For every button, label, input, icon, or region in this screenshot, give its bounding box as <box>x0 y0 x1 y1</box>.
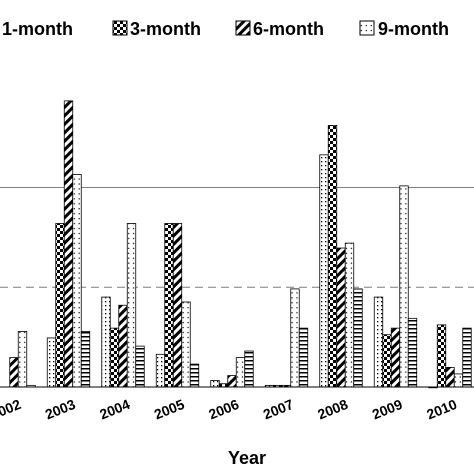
bar-2006-1-month <box>210 380 220 388</box>
bar-2008-3-month <box>327 125 338 388</box>
x-tick-label-2003: 2003 <box>43 396 78 423</box>
bar-2009-3-month <box>382 334 392 388</box>
bar-2002-9-month <box>17 331 28 388</box>
x-tick-label-2009: 2009 <box>370 396 405 423</box>
bar-2004-9-month <box>126 223 137 388</box>
bar-2005-extra <box>189 363 200 388</box>
legend-label-6-month: 6-month <box>253 19 324 39</box>
x-tick-label-2006: 2006 <box>206 396 241 423</box>
legend-item-9-month: 9-month <box>359 19 449 39</box>
x-tick-label-2007: 2007 <box>261 396 296 423</box>
x-tick-label-2002: 2002 <box>0 396 23 423</box>
bar-2005-3-month <box>164 223 174 388</box>
x-tick-label-2010: 2010 <box>424 396 459 423</box>
bar-2009-extra <box>407 317 418 388</box>
bar-2003-6-month <box>63 100 74 388</box>
x-tick-labels: 2002200320042005200620072008200920102011 <box>0 396 459 423</box>
x-axis-label: Year <box>228 448 266 468</box>
bar-2003-1-month <box>46 337 57 388</box>
bar-2004-6-month <box>118 304 128 388</box>
bar-2004-3-month <box>109 327 120 388</box>
legend-swatch-6-month <box>235 20 251 36</box>
bar-2005-1-month <box>155 353 166 388</box>
bar-2006-6-month <box>227 375 237 388</box>
bar-2009-6-month <box>390 327 401 388</box>
x-tick-label-2004: 2004 <box>97 396 132 423</box>
bar-2003-3-month <box>55 223 65 388</box>
bar-2005-9-month <box>181 301 191 388</box>
x-tick-label-2005: 2005 <box>152 396 187 423</box>
bar-2004-1-month <box>101 296 111 388</box>
bar-2005-6-month <box>172 223 183 388</box>
bar-2010-extra <box>462 327 472 388</box>
bar-2002-6-month <box>9 357 19 388</box>
x-tick-label-2008: 2008 <box>315 396 350 423</box>
bar-2008-6-month <box>336 247 346 388</box>
bar-2008-extra <box>353 288 363 388</box>
bar-2009-1-month <box>373 296 384 388</box>
legend-swatch-3-month <box>112 20 128 36</box>
legend-swatch-9-month <box>359 20 375 36</box>
bar-2010-9-month <box>453 373 464 388</box>
bar-2009-9-month <box>399 185 409 388</box>
legend-label-1-month: 1-month <box>2 19 73 39</box>
bar-2010-3-month <box>436 324 447 388</box>
legend-item-3-month: 3-month <box>112 19 201 39</box>
bar-2008-1-month <box>319 154 329 388</box>
legend-label-3-month: 3-month <box>130 19 201 39</box>
bar-2010-6-month <box>445 366 455 388</box>
bar-2008-9-month <box>344 242 355 388</box>
legend-label-9-month: 9-month <box>378 19 449 39</box>
bar-2004-extra <box>135 345 145 388</box>
bar-2007-9-month <box>290 288 300 388</box>
legend-item-1-month: 1-month <box>2 19 73 39</box>
bar-2006-extra <box>244 350 254 388</box>
bar-2006-9-month <box>235 357 246 388</box>
bar-2007-extra <box>298 327 309 388</box>
bars <box>9 100 472 389</box>
bar-2003-extra <box>80 331 91 388</box>
bar-2003-9-month <box>72 174 82 388</box>
legend-item-6-month: 6-month <box>235 19 324 39</box>
legend: 1-month 3-month 6-month 9-month <box>2 19 449 39</box>
